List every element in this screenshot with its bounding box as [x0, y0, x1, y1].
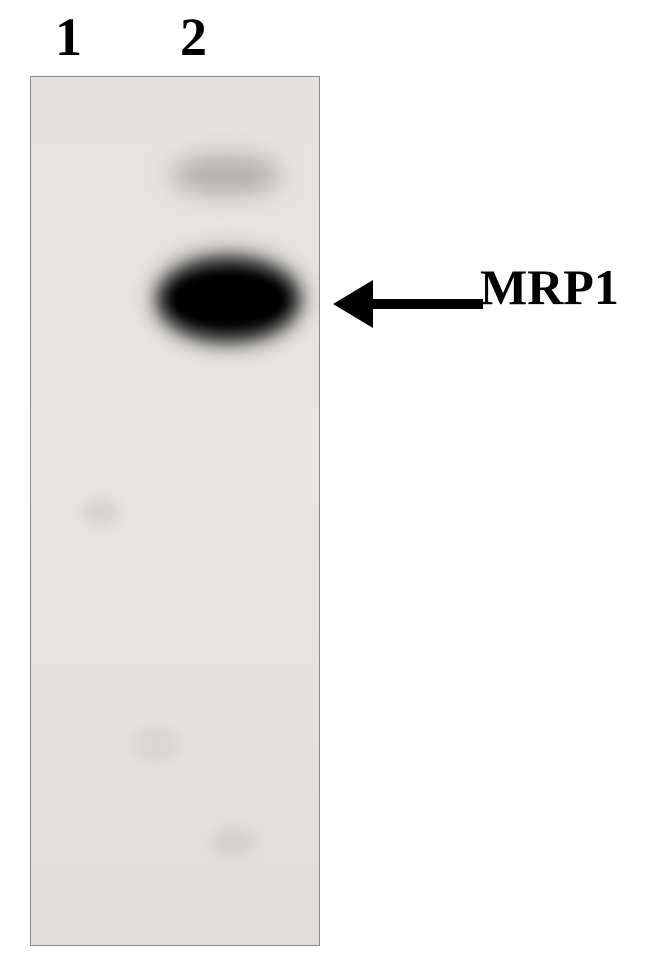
band-label-mrp1: MRP1	[480, 258, 619, 316]
arrow-shaft	[373, 299, 483, 309]
blot-noise-spot	[211, 827, 256, 857]
blot-noise-spot	[131, 727, 181, 762]
western-blot-membrane	[30, 76, 320, 946]
blot-band-faint-upper	[171, 155, 281, 195]
arrow-head-icon	[333, 280, 373, 328]
lane-label-2: 2	[180, 6, 207, 68]
blot-background	[31, 77, 319, 945]
lane-label-1: 1	[55, 6, 82, 68]
blot-noise-spot	[81, 497, 121, 527]
blot-band-main-core	[171, 272, 286, 327]
band-arrow	[333, 280, 483, 328]
